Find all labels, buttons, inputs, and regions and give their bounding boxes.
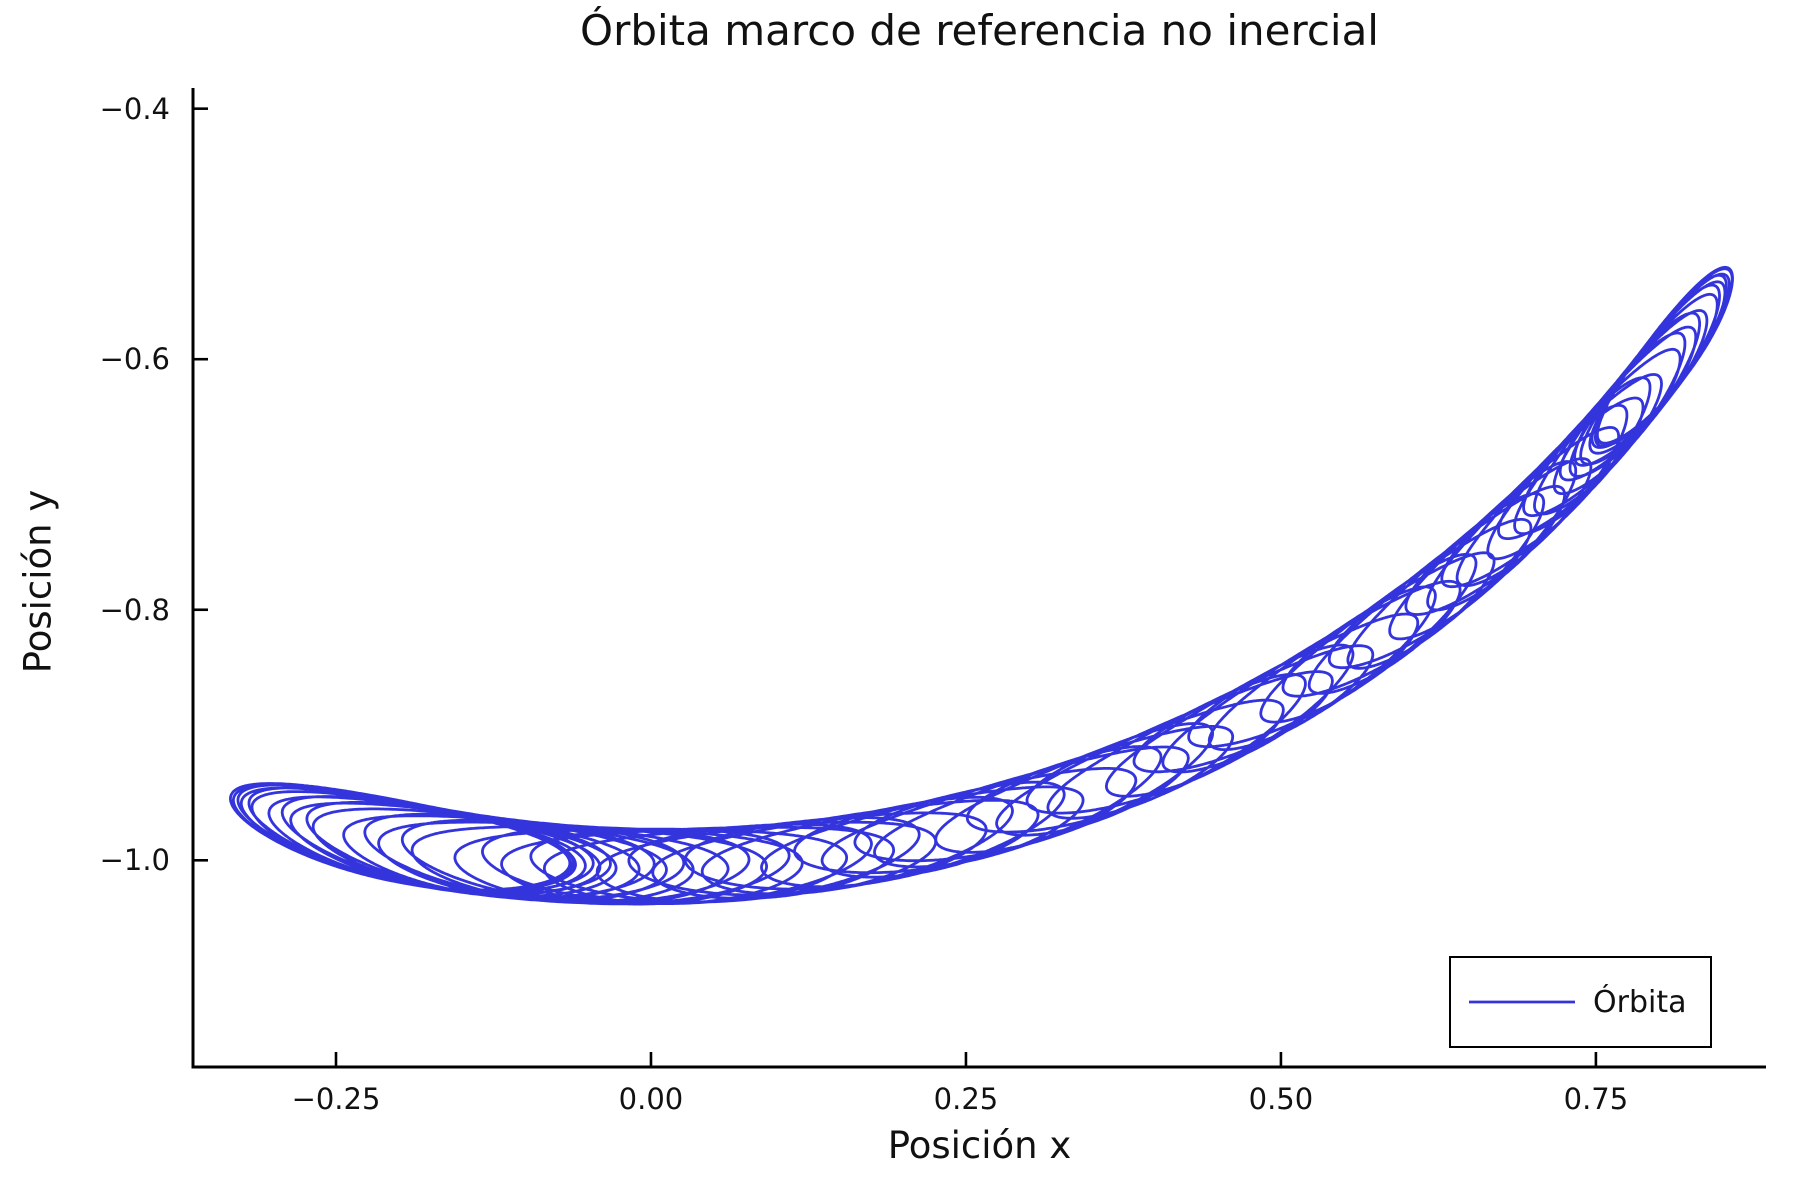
axes-spines xyxy=(191,88,1766,1069)
legend-line-icon xyxy=(1469,1000,1575,1004)
x-tick-label: 0.50 xyxy=(1248,1082,1314,1116)
orbit-trajectory-line xyxy=(229,265,1734,906)
y-axis-label: Posición y xyxy=(16,489,60,674)
x-tick-label: 0.25 xyxy=(933,1082,999,1116)
y-tick-label: −0.6 xyxy=(99,342,170,377)
plot-title: Órbita marco de referencia no inercial xyxy=(580,6,1379,55)
y-tick-label: −1.0 xyxy=(99,843,170,878)
legend-label: Órbita xyxy=(1593,984,1687,1020)
x-tick-label: 0.00 xyxy=(618,1082,684,1116)
y-tick-label: −0.8 xyxy=(99,592,170,627)
x-tick-label: −0.25 xyxy=(291,1082,381,1116)
axes-ticks xyxy=(193,107,1598,1067)
y-tick-label: −0.4 xyxy=(99,91,170,126)
x-axis-label: Posición x xyxy=(887,1124,1072,1167)
x-tick-label: 0.75 xyxy=(1563,1082,1629,1116)
legend: Órbita xyxy=(1449,956,1712,1048)
